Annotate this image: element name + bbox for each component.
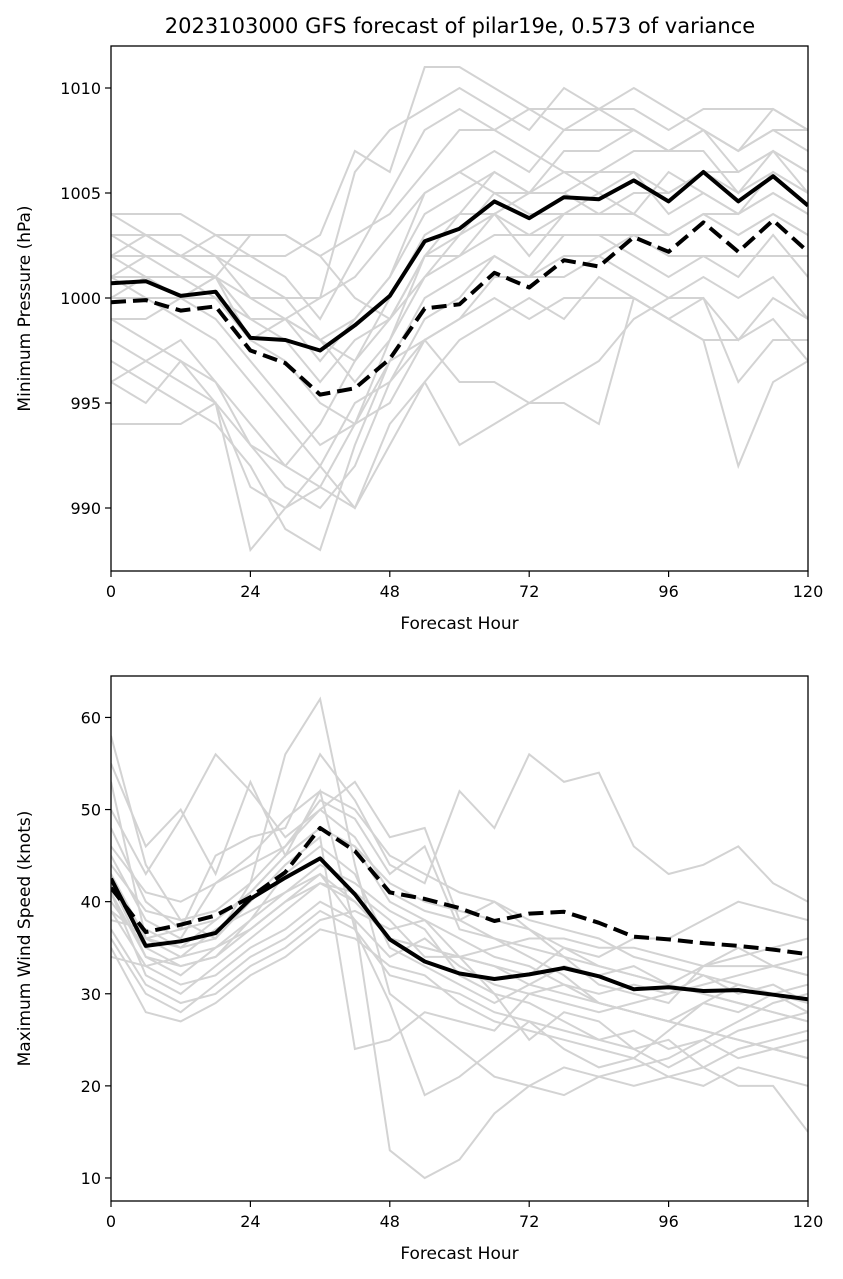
wind-x-tick-label: 120 [793,1212,824,1231]
wind-member-line-12 [111,909,808,1005]
wind-member-line-10 [111,900,808,1023]
pressure-member-line-1 [111,108,808,258]
pressure-dashed-line [111,218,808,397]
wind-x-tick-label: 72 [519,1212,539,1231]
wind-member-line-11 [111,835,808,1051]
pressure-member-line-2 [111,128,808,363]
wind-member-line-14 [111,928,808,1087]
wind-member-line-7 [111,845,808,1005]
wind-y-tick-label: 30 [81,985,101,1004]
pressure-member-line-12 [111,254,808,552]
pressure-member-line-9 [111,297,808,553]
wind-x-tick-label: 0 [106,1212,116,1231]
wind-y-tick-label: 10 [81,1169,101,1188]
wind-y-tick-label: 50 [81,801,101,820]
pressure-y-tick-label: 1000 [60,289,101,308]
pressure-y-tick-label: 990 [70,499,101,518]
pressure-x-tick-label: 24 [240,582,260,601]
wind-member-line-17 [111,789,808,1004]
pressure-solid-line [111,170,808,353]
wind-y-tick-label: 40 [81,893,101,912]
wind-y-axis-label: Maximum Wind Speed (knots) [15,811,35,1067]
pressure-member-line-5 [111,212,808,447]
pressure-member-line-7 [111,296,808,489]
pressure-y-tick-label: 995 [70,394,101,413]
wind-solid-line [111,856,808,1002]
pressure-member-line-20 [111,86,808,342]
wind-axes-frame [110,675,809,1202]
pressure-x-tick-label: 96 [658,582,678,601]
pressure-member-line-13 [111,66,808,257]
pressure-y-tick-label: 1010 [60,79,101,98]
pressure-plot-area [111,66,808,553]
pressure-member-line-18 [111,170,808,299]
pressure-axes-frame [110,45,809,572]
pressure-member-line-19 [111,212,808,468]
pressure-member-line-15 [111,128,808,426]
pressure-x-tick-label: 0 [106,582,116,601]
pressure-chart: 0 24 48 72 96 120 990 995 1000 1005 1010 Forecast H… [15,45,824,634]
pressure-x-tick-label: 48 [380,582,400,601]
pressure-x-tick-label: 120 [793,582,824,601]
wind-member-line-2 [111,763,808,1097]
wind-member-line-4 [111,752,808,931]
wind-x-tick-label: 96 [658,1212,678,1231]
pressure-member-line-16 [111,275,808,510]
pressure-x-tick-label: 72 [519,582,539,601]
wind-x-tick-label: 48 [380,1212,400,1231]
wind-dashed-line [111,826,808,957]
pressure-member-line-6 [111,233,808,510]
wind-plot-area [111,696,808,1180]
wind-x-tick-label: 24 [240,1212,260,1231]
wind-chart: 0 24 48 72 96 120 10 20 30 40 50 60 Forecast Hour Max… [15,675,824,1264]
wind-member-line-13 [111,909,808,1060]
wind-member-line-9 [111,872,808,1180]
pressure-y-tick-label: 1005 [60,184,101,203]
pressure-y-axis-label: Minimum Pressure (hPa) [15,205,35,411]
pressure-x-axis-label: Forecast Hour [400,614,518,634]
figure-title: 2023103000 GFS forecast of pilar19e, 0.5… [165,14,755,38]
wind-y-tick-label: 20 [81,1077,101,1096]
wind-x-axis-label: Forecast Hour [400,1244,518,1264]
wind-y-tick-label: 60 [81,708,101,727]
pressure-member-line-8 [111,296,808,510]
